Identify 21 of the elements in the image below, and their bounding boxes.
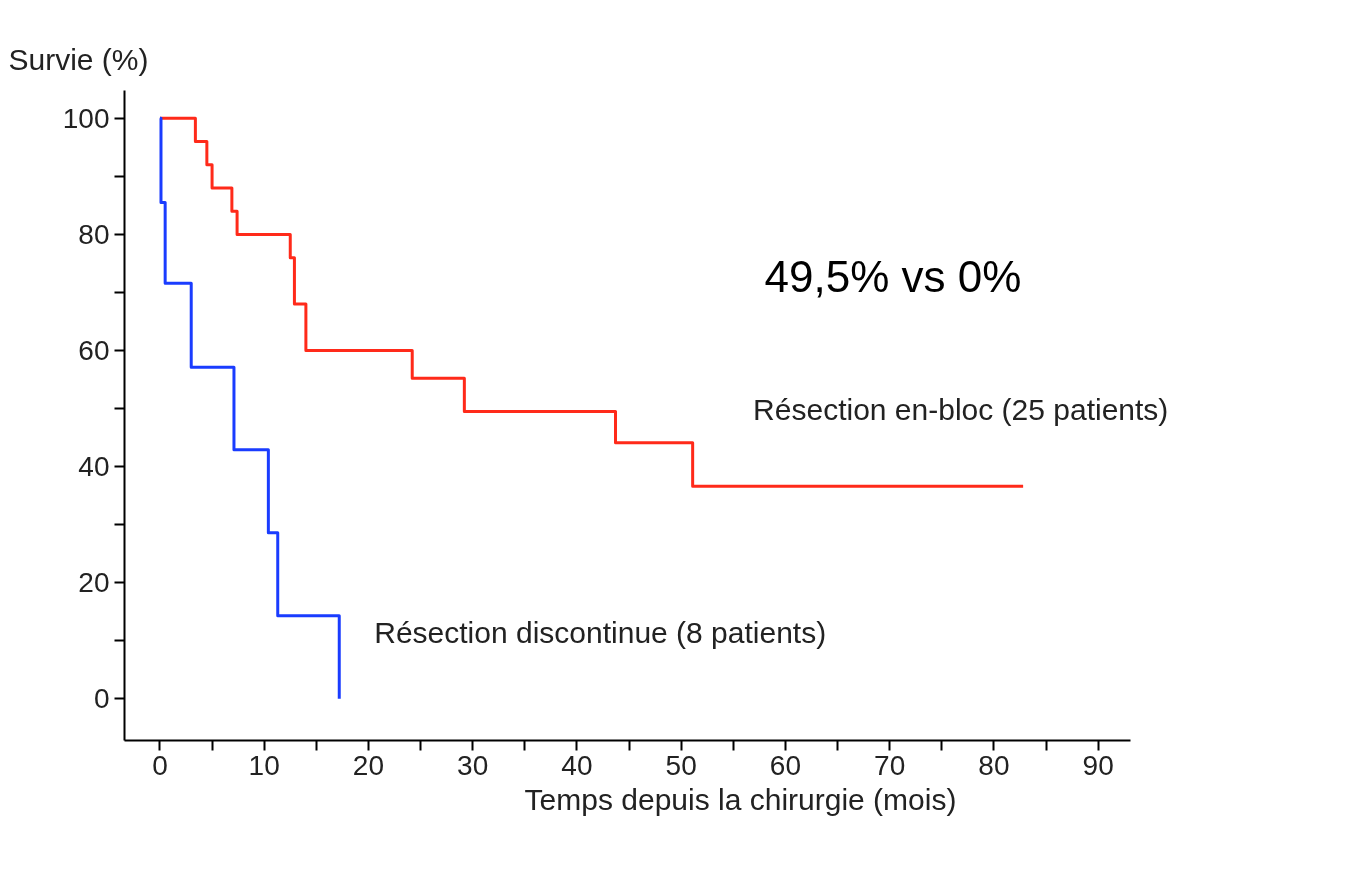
x-tick-label: 90 [1082, 749, 1114, 781]
y-axis-title: Survie (%) [8, 42, 149, 76]
y-tick-label: 0 [93, 683, 110, 715]
annotation: 49,5% vs 0% [764, 251, 1022, 301]
x-tick-label: 70 [874, 749, 906, 781]
x-tick-label: 80 [978, 749, 1010, 781]
y-tick-label: 20 [78, 567, 110, 599]
series-label: Résection discontinue (8 patients) [374, 615, 827, 649]
x-axis-title: Temps depuis la chirurgie (mois) [524, 782, 957, 816]
x-tick-label: 10 [248, 749, 280, 781]
x-tick-label: 40 [561, 749, 593, 781]
y-tick-label: 100 [62, 102, 110, 134]
x-tick-label: 60 [769, 749, 802, 781]
y-tick-label: 60 [78, 335, 110, 366]
y-tick-label: 40 [78, 451, 110, 483]
x-tick-label: 30 [457, 749, 489, 781]
x-tick-label: 50 [665, 749, 697, 781]
x-tick-label: 0 [152, 749, 168, 781]
y-tick-label: 80 [78, 218, 110, 250]
series-label: Résection en-bloc (25 patients) [753, 393, 1169, 427]
x-tick-label: 20 [352, 749, 385, 781]
